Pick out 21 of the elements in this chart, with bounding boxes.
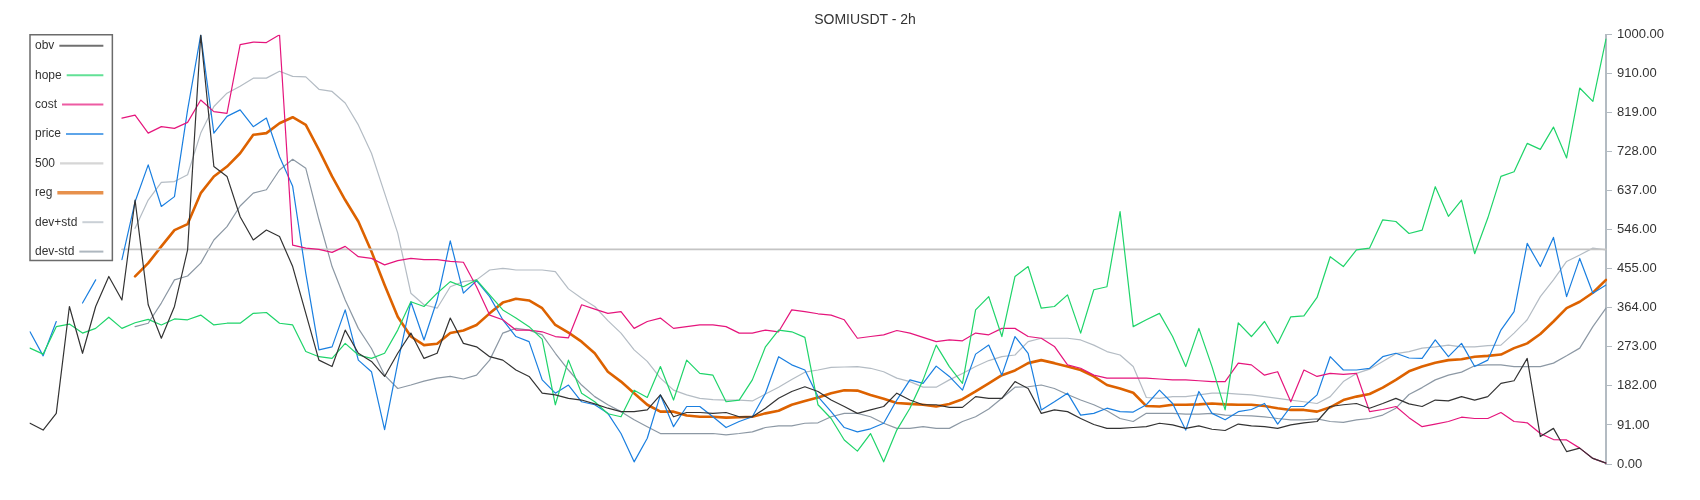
legend-label: reg	[35, 185, 53, 200]
legend-label: hope	[35, 67, 63, 82]
y-tick-label: 182.00	[1617, 377, 1657, 393]
legend-label: price	[35, 126, 62, 141]
y-tick-label: 273.00	[1617, 338, 1657, 354]
y-tick-label: 728.00	[1617, 143, 1657, 159]
y-tick-label: 637.00	[1617, 182, 1657, 198]
chart-title: SOMIUSDT - 2h	[814, 11, 916, 28]
legend-label: cost	[35, 96, 58, 111]
y-tick-label: 364.00	[1617, 299, 1657, 315]
y-tick-label: 546.00	[1617, 221, 1657, 237]
y-tick-label: 91.00	[1617, 416, 1650, 432]
legend-label: dev+std	[35, 214, 78, 229]
y-tick-label: 0.00	[1617, 455, 1643, 471]
legend-label: dev-std	[35, 243, 75, 258]
y-tick-label: 1000.00	[1617, 26, 1664, 42]
y-tick-label: 910.00	[1617, 65, 1657, 81]
legend-label: obv	[35, 38, 55, 53]
y-tick-label: 819.00	[1617, 104, 1657, 120]
legend-label: 500	[35, 155, 56, 170]
y-tick-label: 455.00	[1617, 260, 1657, 276]
